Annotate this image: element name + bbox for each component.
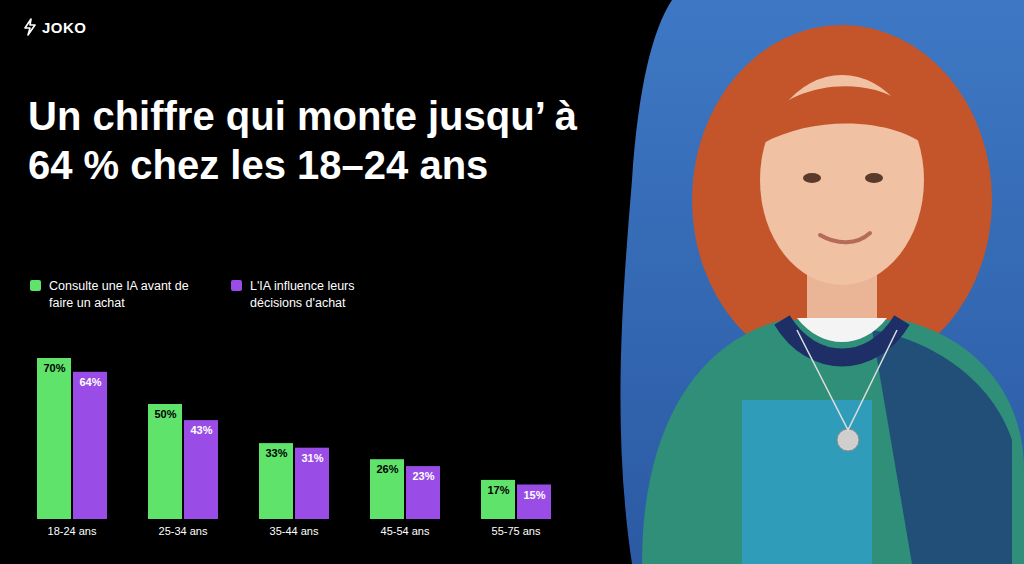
svg-text:35-44 ans: 35-44 ans [270, 525, 319, 537]
svg-text:26%: 26% [376, 463, 398, 475]
svg-text:50%: 50% [154, 408, 176, 420]
svg-text:23%: 23% [412, 470, 434, 482]
svg-text:43%: 43% [190, 424, 212, 436]
svg-text:18-24 ans: 18-24 ans [48, 525, 97, 537]
svg-text:15%: 15% [523, 489, 545, 501]
svg-text:33%: 33% [265, 447, 287, 459]
svg-text:25-34 ans: 25-34 ans [159, 525, 208, 537]
svg-text:70%: 70% [43, 362, 65, 374]
html-text:JOKO: JOKO [42, 18, 87, 36]
svg-text:17%: 17% [487, 484, 509, 496]
html-text:L'IA influence leurs décisions: L'IA influence leurs décisions d'achat [250, 279, 355, 310]
svg-text:45-54 ans: 45-54 ans [381, 525, 430, 537]
html-text:Un chiffre qui monte jusqu’ à: Un chiffre qui monte jusqu’ à 64 % chez … [28, 94, 577, 187]
svg-text:31%: 31% [301, 452, 323, 464]
html-text:Consulte une IA avant de faire: Consulte une IA avant de faire un achat [49, 279, 189, 310]
svg-text:64%: 64% [79, 376, 101, 388]
svg-text:55-75 ans: 55-75 ans [492, 525, 541, 537]
